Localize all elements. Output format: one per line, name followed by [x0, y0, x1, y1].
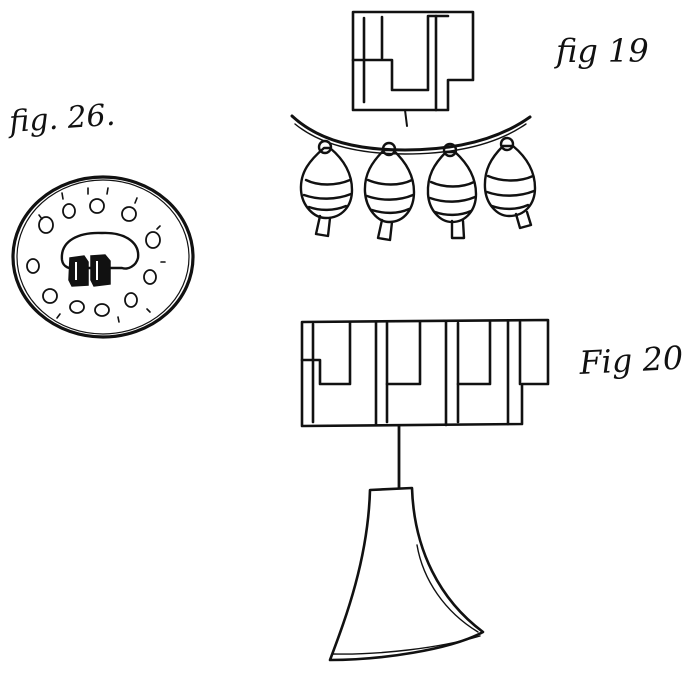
fig-26-disc-ornament [11, 175, 195, 339]
fig-20-caption: Fig 20 [577, 339, 684, 382]
fig-19-cord [290, 114, 532, 152]
fig-26-caption: fig. 26. [6, 98, 116, 140]
fig-26-center-blocks [68, 254, 111, 287]
fig-26-rim-ticks [38, 187, 166, 323]
fig-20: Fig 20 [300, 318, 684, 662]
fig-19-glyph-block [351, 10, 475, 127]
fig-19-bell-2 [363, 141, 416, 242]
fig-19: fig 19 [290, 10, 649, 242]
fig-19-bell-3 [426, 142, 478, 240]
fig-26-hole-ring [26, 198, 161, 317]
fig-26: fig. 26. [6, 98, 195, 339]
fig-19-caption: fig 19 [554, 32, 649, 70]
fig-19-bell-4 [483, 136, 537, 230]
fig-19-bell-1 [299, 139, 354, 238]
fig-20-glyph-row [300, 318, 550, 490]
fig-20-axe-blade [328, 486, 485, 662]
